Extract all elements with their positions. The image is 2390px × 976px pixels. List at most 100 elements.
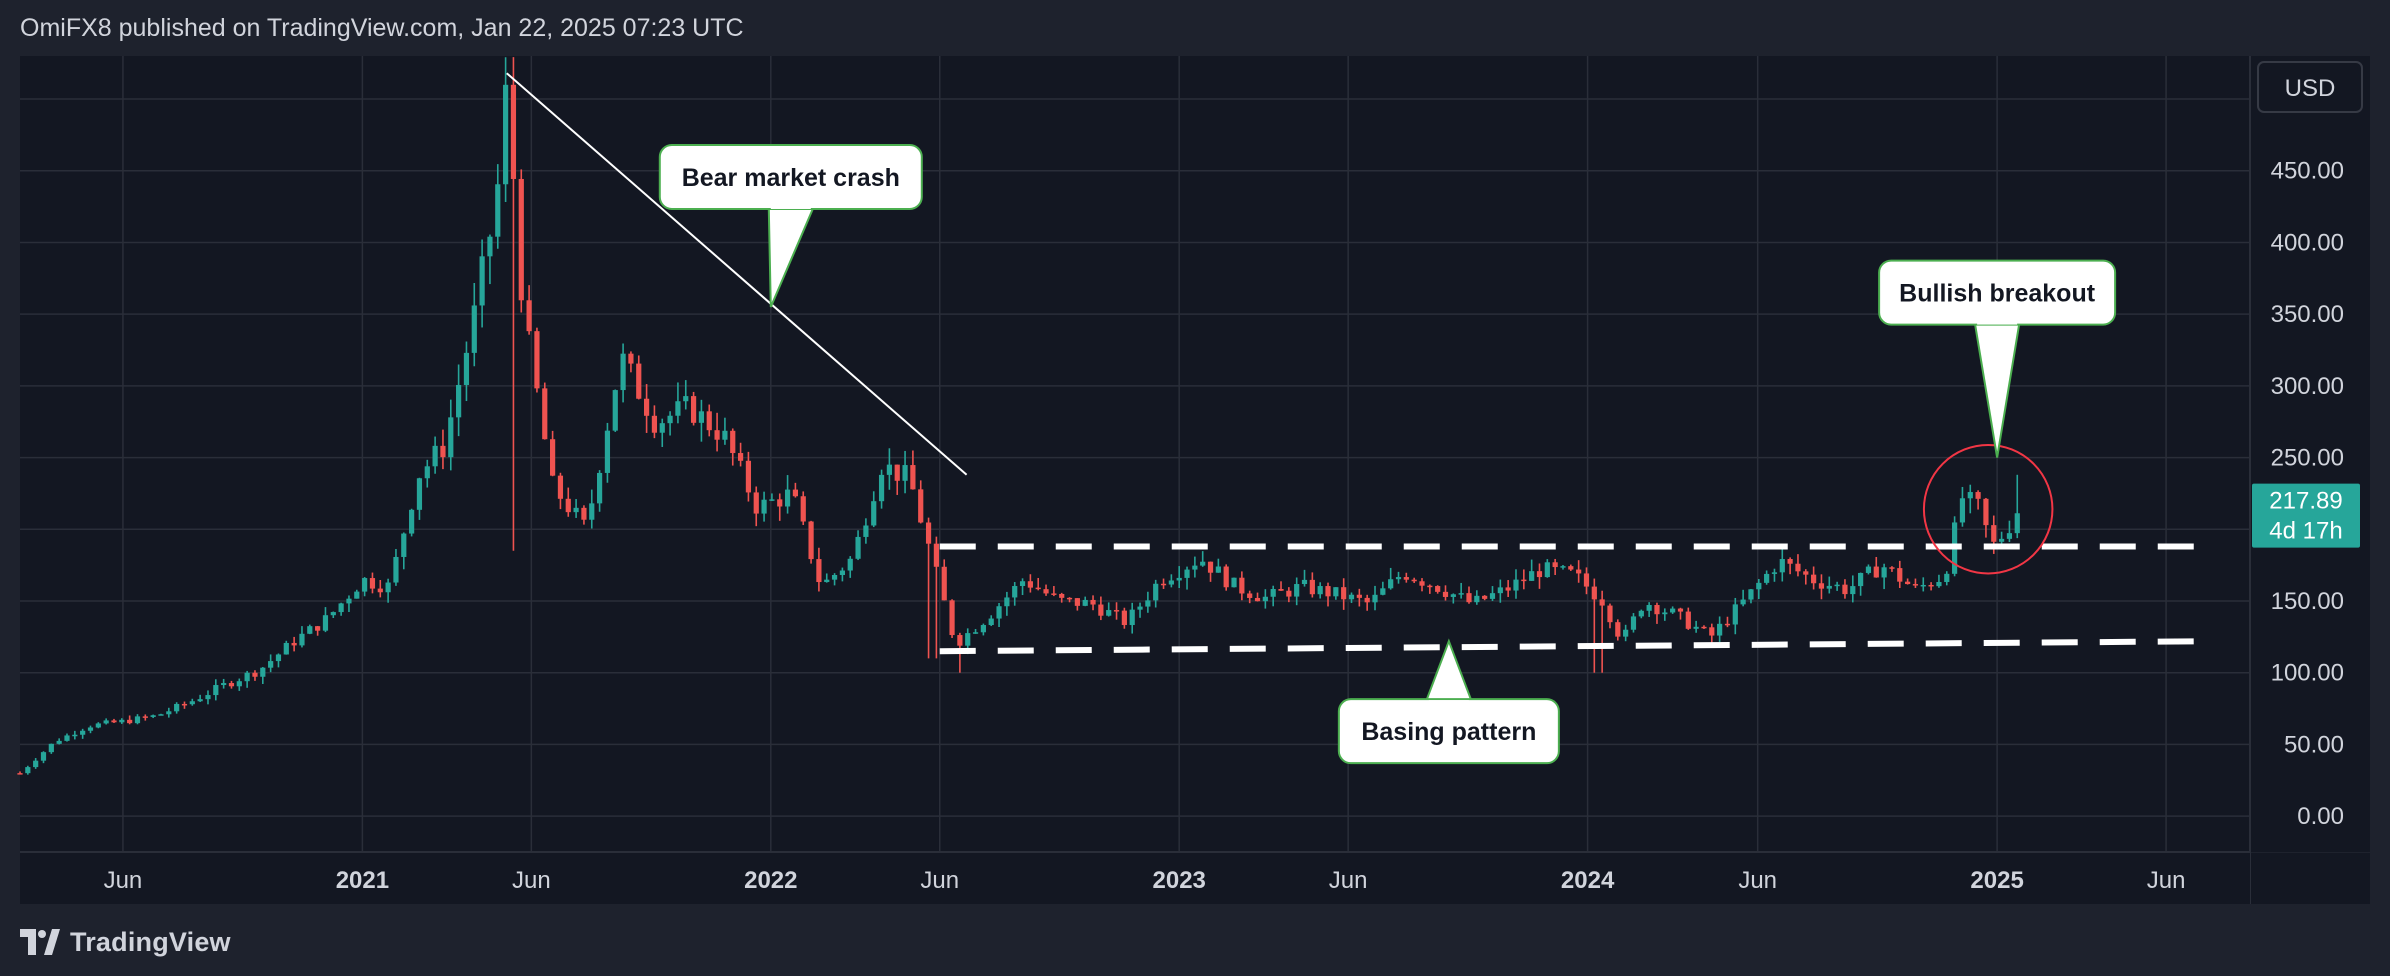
candle [1435,585,1441,594]
candle-body [1717,623,1723,636]
candle-body [1529,571,1535,581]
candle [33,758,39,769]
candle-body [424,466,430,479]
candle-body [1278,588,1284,591]
candle [174,702,180,714]
candle-body [1403,577,1409,580]
candle [80,728,86,739]
candle [1466,586,1472,604]
candle-body [205,695,211,700]
candle [1787,557,1793,575]
candle [221,678,227,689]
candle-body [1756,582,1762,590]
candle-body [1677,608,1684,612]
candle [1771,568,1778,582]
candle-body [1153,583,1159,601]
y-tick-label: 300.00 [2271,373,2344,400]
candle [197,694,203,703]
candle [1168,574,1174,588]
annotation-label: Bullish breakout [1899,280,2096,308]
candle-body [1897,568,1903,582]
candle [753,486,759,527]
candle [213,679,219,701]
candle-body [416,478,423,510]
candle [1411,577,1417,584]
candle-body [1576,569,1582,574]
candle [87,725,94,734]
candle-body [871,501,877,526]
candle-body [1709,627,1715,636]
candle [252,670,258,681]
candle [589,489,595,529]
candle [933,536,939,659]
candle-body [369,578,376,589]
candle [1576,560,1582,583]
candle [1834,581,1840,591]
candle [1262,589,1268,609]
candle-body [1630,616,1637,630]
candle [1662,608,1668,621]
candle [777,493,783,521]
candle-body [1803,571,1809,575]
plot-area[interactable] [20,56,2250,904]
candle-body [1905,581,1911,585]
x-tick-labels: Jun 2021 Jun 2022 Jun 2023 Jun 2024 Jun 2025 Jun [104,867,2186,894]
candle [1779,549,1785,582]
candle [1865,564,1872,575]
candle [573,499,579,518]
candle [64,733,70,742]
candle [244,670,250,688]
currency-button[interactable]: USD [2257,61,2363,113]
candle-body [315,626,321,631]
candle-body [659,423,665,433]
candle-body [127,719,133,724]
tradingview-logo[interactable]: TradingView [20,922,231,962]
candle-body [1380,588,1386,595]
candle-body [550,439,556,476]
candle [730,428,736,466]
candle [1983,497,1989,538]
candle [1912,578,1919,588]
y-tick-label: 0.00 [2297,803,2344,830]
candle [643,384,650,433]
candle-body [1873,566,1879,578]
candle [698,399,705,442]
candle [1959,486,1966,527]
price-axis[interactable] [2251,56,2370,852]
candle [800,491,806,525]
candle-body [1450,594,1456,597]
candle-body [1818,583,1825,589]
candle [863,518,869,544]
candle [1082,596,1088,607]
candle [1638,609,1644,619]
candle [150,714,156,719]
candle-body [2014,513,2020,534]
candle [1458,582,1464,599]
candle-body [1294,584,1300,597]
candle-body [1811,574,1817,584]
grid-lines [20,56,2250,852]
candle [369,572,376,594]
candle-body [174,703,180,712]
x-tick-label: 2023 [1153,867,1206,894]
candle [1388,567,1394,590]
time-axis[interactable] [20,853,2250,904]
candle [925,517,932,659]
candle-body [1834,584,1840,587]
candle [158,713,164,716]
candle-body [1059,593,1065,598]
candle [612,389,618,432]
y-tick-label: 350.00 [2271,301,2344,328]
candle [1999,531,2005,545]
candle [1717,616,1723,642]
candles [17,57,2020,775]
candle-body [1113,610,1120,612]
candle [1529,559,1535,581]
candle [1748,588,1754,604]
candle-body [1740,599,1746,605]
candle-body [1607,605,1613,623]
candle [189,698,195,706]
candle [1920,577,1926,592]
candle-body [620,353,626,391]
